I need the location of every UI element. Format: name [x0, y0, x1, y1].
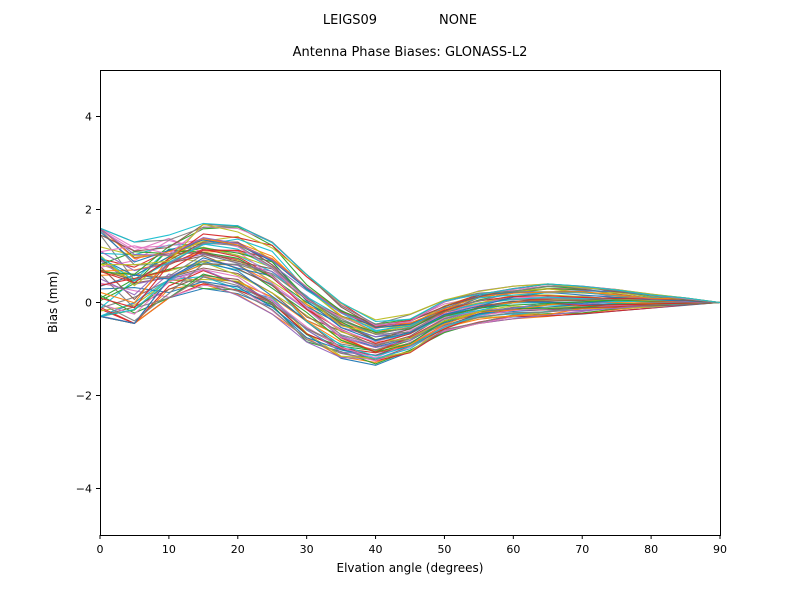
x-tick-label: 30 [300, 543, 314, 556]
chart-title: Antenna Phase Biases: GLONASS-L2 [293, 45, 528, 60]
x-tick-label: 0 [97, 543, 104, 556]
y-tick-label: −4 [76, 483, 92, 496]
x-tick-label: 70 [575, 543, 589, 556]
x-tick-label: 80 [644, 543, 658, 556]
y-tick-label: 4 [85, 111, 92, 124]
axis-ticks: 0 10 20 30 40 50 60 70 80 90 −4 −2 0 2 4 [76, 111, 727, 557]
figure-suptitle-left: LEIGS09 [323, 13, 377, 28]
x-tick-label: 20 [231, 543, 245, 556]
y-axis-label: Bias (mm) [46, 271, 60, 333]
x-tick-label: 40 [369, 543, 383, 556]
y-tick-label: −2 [76, 390, 92, 403]
series-line [100, 235, 720, 329]
series-line [100, 283, 720, 362]
figure-suptitle-right: NONE [439, 13, 477, 28]
series-line [100, 238, 720, 331]
x-tick-label: 60 [506, 543, 520, 556]
x-tick-label: 90 [713, 543, 727, 556]
y-tick-label: 0 [85, 297, 92, 310]
x-tick-label: 10 [162, 543, 176, 556]
plot-border [100, 70, 721, 536]
series-line [100, 222, 720, 323]
series-line [100, 259, 720, 343]
series-line [100, 227, 720, 326]
series-line [100, 269, 720, 359]
x-axis-label: Elvation angle (degrees) [337, 561, 484, 575]
series-lines [100, 222, 720, 366]
y-tick-label: 2 [85, 204, 92, 217]
x-tick-label: 50 [437, 543, 451, 556]
